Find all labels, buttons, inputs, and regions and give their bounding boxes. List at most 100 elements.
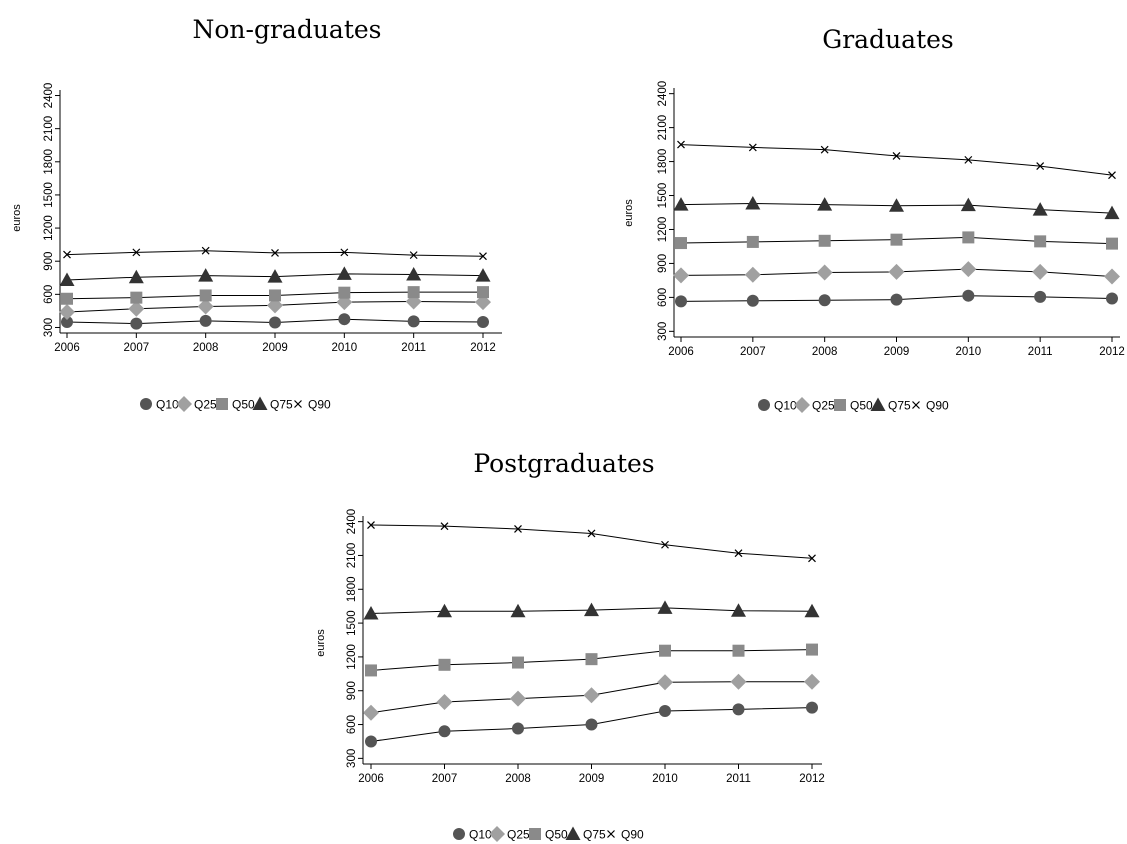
y-tick-label: 900: [657, 254, 669, 273]
data-point-q10: [338, 313, 351, 326]
y-tick-label: 300: [43, 318, 55, 337]
data-point-q75: [437, 603, 452, 618]
marker-stroke: [892, 151, 901, 160]
legend-item-q90: Q90: [912, 399, 949, 413]
y-tick-label: 2400: [346, 509, 358, 535]
panel-graduates: Graduates euros 300 600 900 1200 1500 1800 210…: [623, 25, 1125, 413]
data-point-q50: [338, 286, 351, 299]
legend-item-q25: Q25: [794, 397, 835, 413]
legend-label: Q25: [812, 399, 835, 413]
marker-stroke: [734, 549, 743, 558]
legend-label: Q90: [926, 399, 949, 413]
y-tick-label: 600: [346, 715, 358, 734]
x-tick-label: 2011: [726, 773, 751, 785]
legend-label: Q10: [774, 399, 797, 413]
data-point-q25: [657, 674, 673, 691]
legend-item-q75: Q75: [565, 826, 606, 842]
data-point-q10: [130, 317, 143, 330]
data-point-q50: [512, 656, 524, 669]
y-tick-label: 1200: [346, 644, 358, 670]
data-point-q25: [436, 694, 453, 710]
data-point-q90: [132, 248, 141, 257]
data-point-q50: [477, 286, 489, 299]
data-point-q90: [201, 246, 210, 255]
x-tick-label: 2010: [956, 346, 982, 358]
y-axis-label: euros: [11, 204, 23, 232]
data-point-q25: [816, 264, 833, 281]
data-point-q50: [818, 234, 831, 247]
data-point-q90: [271, 248, 279, 257]
data-point-q90: [587, 529, 596, 538]
chart-title: Graduates: [822, 25, 954, 54]
y-tick-label: 2100: [346, 543, 358, 569]
data-point-q75: [406, 266, 422, 281]
data-point-q75: [745, 195, 761, 210]
data-point-q75: [198, 268, 214, 282]
y-tick-label: 1800: [43, 149, 55, 175]
y-tick-label: 2100: [657, 115, 669, 141]
data-point-q75: [510, 603, 526, 618]
legend: Q10 Q25 Q50 Q75 Q90: [453, 826, 644, 842]
data-point-q75: [336, 266, 352, 280]
data-point-q90: [1108, 171, 1116, 180]
x-tick-label: 2009: [884, 346, 910, 358]
data-point-q25: [744, 266, 761, 283]
plot-area: 300 600 900 1200 1500 1800 2100 2400 2006 2007 200…: [43, 83, 502, 354]
data-point-q10: [199, 314, 212, 327]
legend: Q10 Q25 Q50 Q75 Q90: [140, 396, 331, 412]
data-point-q75: [267, 269, 283, 283]
data-point-q50: [1034, 235, 1047, 248]
data-point-q10: [746, 294, 759, 307]
legend-marker: [607, 830, 615, 838]
data-point-q90: [340, 248, 349, 257]
legend-label: Q75: [270, 398, 293, 412]
marker-stroke: [294, 400, 302, 408]
legend-label: Q10: [156, 398, 179, 412]
data-point-q10: [659, 705, 671, 718]
data-point-q50: [438, 658, 451, 671]
legend-marker: [216, 398, 228, 410]
y-tick-label: 900: [43, 252, 55, 271]
data-point-q50: [806, 643, 818, 656]
legend-marker: [140, 398, 152, 410]
data-point-q75: [960, 197, 976, 212]
data-point-q75: [889, 198, 904, 212]
data-point-q25: [960, 261, 977, 278]
data-point-q25: [363, 704, 379, 721]
data-point-q75: [817, 197, 833, 211]
x-tick-label: 2009: [262, 342, 288, 354]
x-tick-label: 2007: [432, 773, 458, 785]
data-point-q75: [363, 606, 379, 620]
data-point-q10: [477, 315, 489, 328]
data-point-q90: [661, 540, 669, 549]
legend-marker: [294, 400, 302, 408]
marker-stroke: [607, 830, 615, 838]
y-tick-label: 1500: [657, 183, 669, 209]
data-point-q75: [1104, 205, 1120, 220]
legend-marker: [912, 401, 920, 409]
data-point-q10: [1106, 292, 1118, 305]
legend-label: Q25: [194, 398, 217, 412]
x-tick-label: 2008: [812, 346, 838, 358]
data-point-q90: [440, 522, 449, 531]
legend-item-q50: Q50: [529, 828, 568, 842]
y-tick-label: 300: [346, 749, 358, 768]
data-point-q50: [365, 664, 377, 677]
data-point-q10: [962, 289, 975, 302]
marker-stroke: [1036, 162, 1045, 171]
data-point-q10: [818, 294, 831, 307]
x-tick-label: 2006: [668, 346, 694, 358]
marker-stroke: [514, 525, 522, 533]
data-point-q90: [479, 252, 487, 261]
x-tick-label: 2010: [652, 773, 678, 785]
data-point-q75: [128, 269, 144, 284]
data-point-q75: [59, 272, 75, 286]
marker-stroke: [367, 521, 375, 529]
data-point-q90: [677, 140, 685, 149]
data-point-q10: [1034, 290, 1047, 303]
x-tick-label: 2012: [799, 773, 825, 785]
y-tick-label: 600: [43, 285, 55, 304]
legend-label: Q50: [850, 399, 873, 413]
legend-marker: [758, 399, 770, 411]
marker-stroke: [340, 248, 349, 257]
